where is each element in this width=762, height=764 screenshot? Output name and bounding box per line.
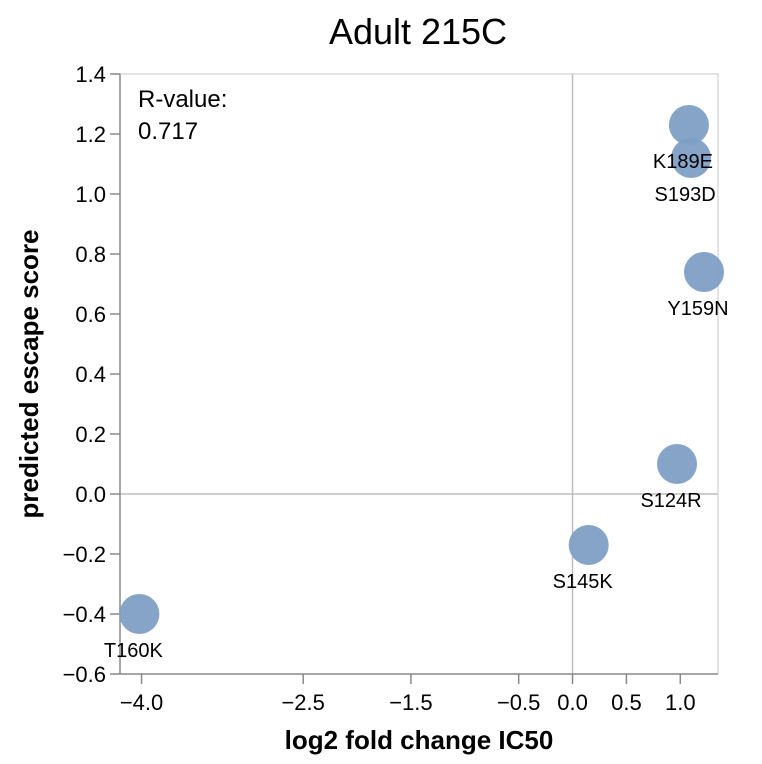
x-tick-label: −4.0 [120,690,163,715]
x-tick-label: −0.5 [497,690,540,715]
plot-area [119,73,719,675]
y-tick-label: 0.4 [75,362,106,387]
data-point [657,444,698,484]
point-label: T160K [104,640,164,662]
data-points: T160K S145K S124R Y159N S193D K189E [104,105,729,662]
y-tick-label: 0.6 [75,302,106,327]
r-value-title: R-value: [138,86,227,113]
point-label: S124R [640,490,701,512]
x-tick-label: −2.5 [281,690,324,715]
point-label: Y159N [667,298,728,320]
x-tick-label: −1.5 [389,690,432,715]
y-axis: −0.6 −0.4 −0.2 0.0 0.2 0.4 0.6 0.8 1.0 1.2 1.4 [63,62,121,687]
x-tick-label: 0.0 [557,690,588,715]
y-tick-label: −0.6 [63,662,106,687]
x-tick-label: 1.0 [665,690,696,715]
y-tick-label: 1.4 [75,62,106,87]
x-axis-title: log2 fold change IC50 [285,725,554,755]
y-tick-label: 1.2 [75,122,106,147]
x-axis: −4.0 −2.5 −1.5 −0.5 0.0 0.5 1.0 [120,673,718,715]
data-point [668,105,709,145]
point-label: S145K [553,571,614,593]
data-point [568,525,609,565]
y-tick-label: −0.4 [63,602,106,627]
y-tick-label: 0.8 [75,242,106,267]
y-tick-label: −0.2 [63,542,106,567]
chart-title: Adult 215C [329,11,507,52]
data-point [671,138,712,178]
data-point [119,594,160,634]
point-label: S193D [654,184,715,206]
r-value: 0.717 [138,118,198,145]
y-tick-label: 1.0 [75,182,106,207]
data-point [683,252,724,292]
y-tick-label: 0.2 [75,422,106,447]
point-label: K189E [653,151,713,173]
x-tick-label: 0.5 [611,690,642,715]
y-axis-title: predicted escape score [14,229,44,518]
y-tick-label: 0.0 [75,482,106,507]
